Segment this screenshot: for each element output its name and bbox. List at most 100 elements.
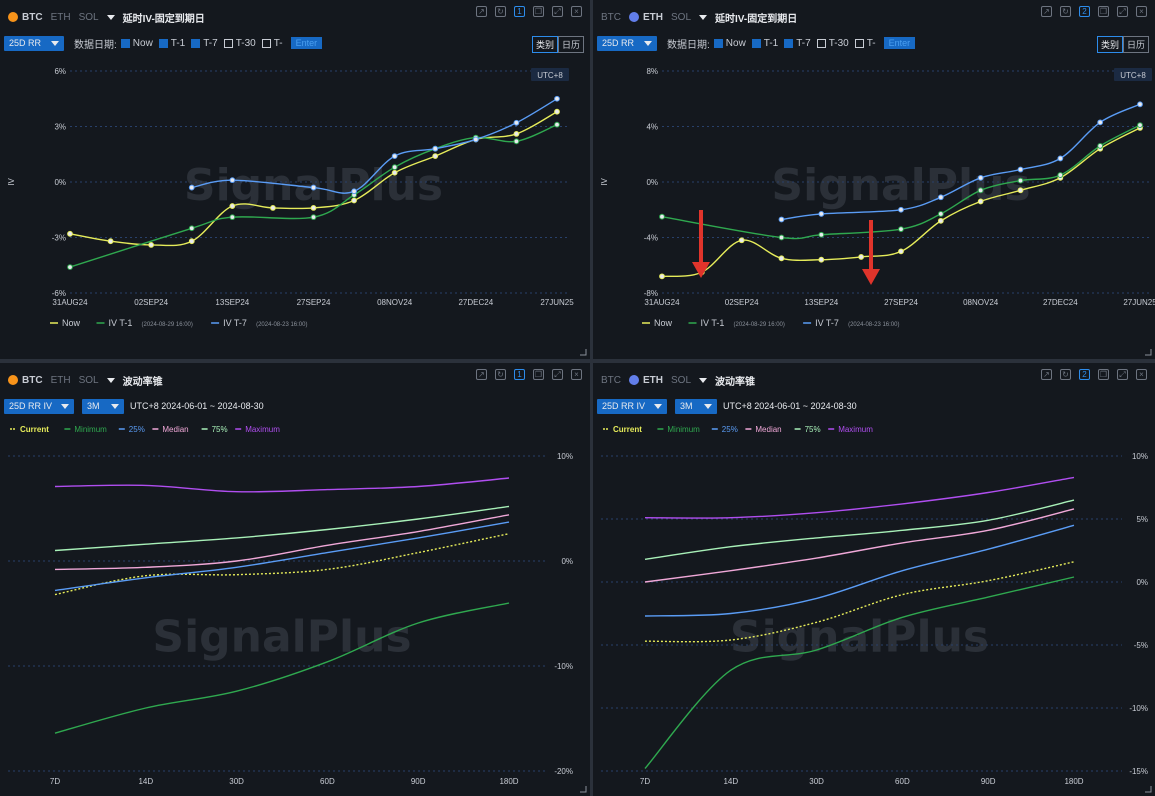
copy-icon[interactable]: ❐ [533,369,544,380]
coin-eth[interactable]: ETH [629,375,663,386]
resize-grip-icon [1145,786,1152,793]
layout-number-icon[interactable]: 2 [1079,6,1090,17]
metric-select[interactable]: 25D RR [597,35,657,51]
export-icon[interactable]: ↗ [476,369,487,380]
check-custom[interactable]: T- [854,38,876,49]
check-t30[interactable]: T-30 [816,38,849,49]
check-t1[interactable]: T-1 [158,38,185,49]
x-tick-label: 90D [411,777,426,786]
coin-btc[interactable]: BTC [8,375,43,386]
chevron-down-icon[interactable] [106,377,115,383]
data-point [1097,143,1104,149]
close-icon[interactable]: × [1136,369,1147,380]
coin-sol[interactable]: SOL [671,11,692,23]
check-t1[interactable]: T-1 [751,38,778,49]
window-select[interactable]: 3M [82,398,124,414]
data-point [310,214,317,221]
data-point [391,169,398,176]
coin-eth[interactable]: ETH [50,374,71,386]
x-tick-label: 13SEP24 [215,298,249,307]
coin-btc[interactable]: BTC [601,374,621,386]
data-point [1097,119,1104,126]
chevron-down-icon[interactable] [106,14,115,20]
coin-sol[interactable]: SOL [671,374,692,386]
data-point [148,242,155,248]
expand-icon[interactable]: ⤢ [1117,369,1128,380]
chevron-down-icon[interactable] [699,14,708,20]
seg-category[interactable]: 类别 [531,36,558,53]
coin-sol[interactable]: SOL [78,374,99,386]
coin-sol[interactable]: SOL [78,11,99,23]
check-t7[interactable]: T-7 [784,38,811,49]
metric-select[interactable]: 25D RR [4,35,64,51]
seg-calendar[interactable]: 日历 [557,36,584,53]
x-tick-label: 180D [499,777,518,786]
y-tick-label: -6% [52,289,66,298]
data-point [1017,166,1024,173]
custom-days-input[interactable]: Enter [883,37,916,49]
expand-icon[interactable]: ⤢ [1117,6,1128,17]
data-point [898,206,904,213]
close-icon[interactable]: × [1136,6,1147,17]
vol-cone-chart: SignalPlus 10% 0% -10% -20% 7D 14D 30D 60D 90D 180… [8,425,587,793]
window-select[interactable]: 3M [675,398,717,414]
check-custom[interactable]: T- [261,38,283,49]
metric-select[interactable]: 25D RR IV [597,398,667,414]
data-point [1137,101,1143,108]
copy-icon[interactable]: ❐ [1098,6,1109,17]
export-icon[interactable]: ↗ [1041,6,1052,17]
refresh-icon[interactable]: ↻ [495,369,506,380]
date-range[interactable]: UTC+8 2024-06-01 ~ 2024-08-30 [723,401,857,411]
data-point [818,211,825,217]
check-now[interactable]: Now [120,38,153,49]
layout-number-icon[interactable]: 2 [1079,369,1090,380]
red-arrow-shaft [869,220,873,271]
legend-label: Maximum [838,425,873,434]
y-tick-label: 10% [557,452,573,461]
copy-icon[interactable]: ❐ [533,6,544,17]
export-icon[interactable]: ↗ [1041,369,1052,380]
seg-category[interactable]: 类别 [1096,36,1123,53]
expand-icon[interactable]: ⤢ [552,369,563,380]
check-t30[interactable]: T-30 [223,38,256,49]
coin-eth[interactable]: ETH [629,12,663,23]
coin-btc[interactable]: BTC [8,12,43,23]
check-t7[interactable]: T-7 [191,38,218,49]
y-tick-label: -10% [1129,704,1148,713]
data-point [1057,155,1064,162]
layout-number-icon[interactable]: 1 [514,6,525,17]
seg-calendar[interactable]: 日历 [1122,36,1149,53]
legend-label: Median [162,425,188,434]
close-icon[interactable]: × [571,6,582,17]
export-icon[interactable]: ↗ [476,6,487,17]
x-tick-label: 27SEP24 [884,298,918,307]
data-point [310,184,317,191]
data-point [1017,177,1024,184]
red-arrow-head [692,262,710,278]
panel-eth-iv-term: BTC ETH SOL 延时IV-固定到期日 ↗ ↻ 2 ❐ ⤢ × 25D R… [593,0,1155,359]
layout-number-icon[interactable]: 1 [514,369,525,380]
data-point [818,256,825,263]
y-axis-label: IV [600,178,609,186]
panel-tools: ↗ ↻ 1 ❐ ⤢ × [476,6,582,17]
copy-icon[interactable]: ❐ [1098,369,1109,380]
check-now[interactable]: Now [713,38,746,49]
refresh-icon[interactable]: ↻ [495,6,506,17]
resize-grip-icon [1145,349,1152,356]
metric-select[interactable]: 25D RR IV [4,398,74,414]
checkbox-icon [120,38,130,48]
custom-days-input[interactable]: Enter [290,37,323,49]
refresh-icon[interactable]: ↻ [1060,369,1071,380]
x-tick-label: 14D [723,777,738,786]
panel-toolbar: 25D RR 数据日期: Now T-1 T-7 T-30 T- Enter [4,35,590,51]
close-icon[interactable]: × [571,369,582,380]
data-point [977,187,984,194]
expand-icon[interactable]: ⤢ [552,6,563,17]
chevron-down-icon[interactable] [699,377,708,383]
coin-eth[interactable]: ETH [50,11,71,23]
date-range[interactable]: UTC+8 2024-06-01 ~ 2024-08-30 [130,401,264,411]
eth-icon [629,12,639,22]
data-point [977,198,984,205]
coin-btc[interactable]: BTC [601,11,621,23]
refresh-icon[interactable]: ↻ [1060,6,1071,17]
